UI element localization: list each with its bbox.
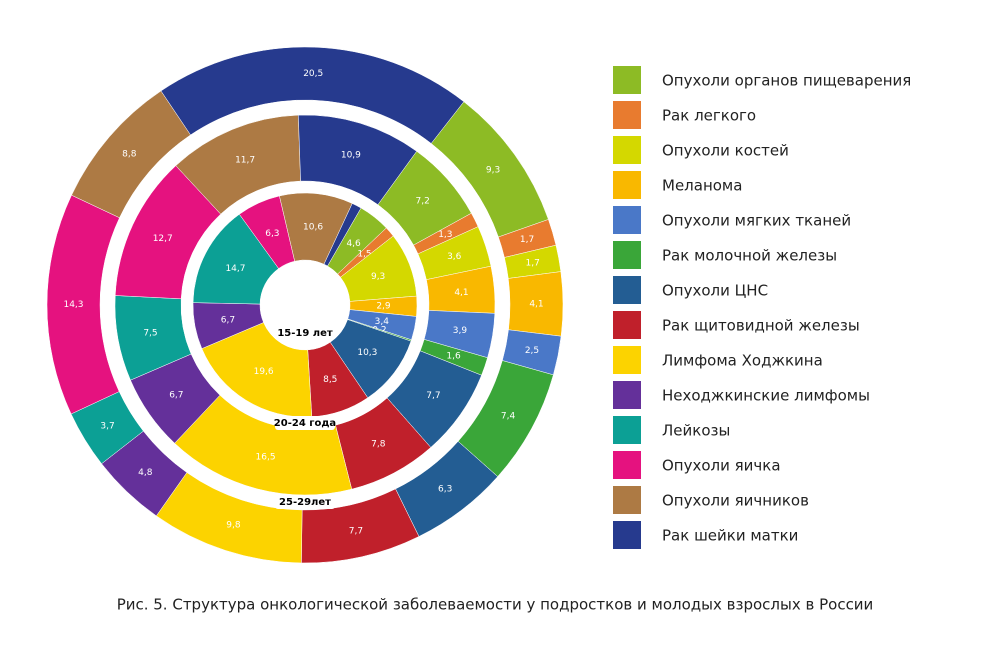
ring-label-bg: [275, 416, 335, 430]
legend-swatch: [613, 101, 641, 129]
value-label: 9,8: [226, 521, 241, 531]
value-label: 11,7: [235, 155, 255, 165]
value-label: 4,8: [138, 468, 153, 478]
value-label: 7,7: [426, 391, 440, 401]
value-label: 10,9: [341, 150, 361, 160]
ring-label-bg: [275, 326, 335, 340]
value-label: 19,6: [254, 367, 274, 377]
ring-label: 15-19 лет: [277, 328, 333, 339]
ring-label-bg: [275, 495, 335, 509]
legend-label: Лимфома Ходжкина: [662, 352, 823, 370]
value-label: 3,4: [375, 317, 390, 327]
value-label: 1,5: [357, 249, 371, 259]
value-label: 2,5: [525, 346, 539, 356]
ring-label: 20-24 года: [274, 418, 336, 429]
value-label: 1,7: [526, 259, 540, 269]
value-label: 6,7: [169, 391, 183, 401]
legend-swatch: [613, 241, 641, 269]
value-label: 8,8: [122, 150, 137, 160]
value-label: 7,4: [501, 412, 516, 422]
legend-swatch: [613, 451, 641, 479]
legend-label: Опухоли мягких тканей: [662, 212, 851, 230]
value-label: 4,6: [346, 239, 361, 249]
legend-swatch: [613, 346, 641, 374]
value-label: 8,5: [323, 375, 337, 385]
legend-swatch: [613, 311, 641, 339]
legend-label: Рак легкого: [662, 107, 756, 125]
legend-swatch: [613, 136, 641, 164]
caption: Рис. 5. Структура онкологической заболев…: [117, 596, 874, 614]
value-label: 6,3: [438, 485, 452, 495]
legend-label: Лейкозы: [662, 422, 730, 440]
value-label: 6,7: [221, 315, 235, 325]
value-label: 10,6: [303, 222, 323, 232]
value-label: 3,6: [447, 252, 462, 262]
value-label: 9,3: [486, 165, 500, 175]
legend-swatch: [613, 381, 641, 409]
value-label: 9,3: [371, 272, 385, 282]
legend-label: Неходжкинские лимфомы: [662, 387, 870, 405]
value-label: 7,8: [371, 439, 386, 449]
value-label: 10,3: [357, 348, 377, 358]
legend-label: Опухоли яичников: [662, 492, 809, 510]
legend-swatch: [613, 171, 641, 199]
legend-label: Рак шейки матки: [662, 527, 798, 545]
value-label: 1,7: [520, 235, 534, 245]
value-label: 14,7: [225, 264, 245, 274]
value-label: 4,1: [529, 300, 543, 310]
donut-slice: [298, 114, 418, 206]
value-label: 7,7: [349, 526, 363, 536]
donut-slice: [160, 46, 465, 144]
value-label: 4,1: [454, 288, 468, 298]
legend-label: Опухоли ЦНС: [662, 282, 768, 300]
value-label: 20,5: [303, 69, 323, 79]
legend-swatch: [613, 66, 641, 94]
legend-swatch: [613, 486, 641, 514]
value-label: 3,9: [453, 326, 468, 336]
legend-swatch: [613, 276, 641, 304]
legend-label: Опухоли яичка: [662, 457, 781, 475]
legend-swatch: [613, 206, 641, 234]
legend-label: Рак щитовидной железы: [662, 317, 860, 335]
value-label: 16,5: [256, 452, 276, 462]
legend-label: Рак молочной железы: [662, 247, 837, 265]
legend-label: Опухоли органов пищеварения: [662, 72, 911, 90]
donut-slice: [201, 322, 313, 418]
donut-slice: [323, 203, 362, 267]
legend-label: Меланома: [662, 177, 742, 195]
legend-swatch: [613, 521, 641, 549]
value-label: 1,6: [446, 351, 461, 361]
value-label: 6,3: [265, 229, 279, 239]
legend-swatch: [613, 416, 641, 444]
value-label: 7,2: [416, 197, 430, 207]
value-label: 12,7: [153, 234, 173, 244]
ring-label: 25-29лет: [279, 497, 331, 508]
value-label: 1,3: [438, 230, 452, 240]
value-label: 7,5: [143, 328, 157, 338]
legend-label: Опухоли костей: [662, 142, 789, 160]
value-label: 3,7: [100, 421, 114, 431]
value-label: 2,9: [376, 301, 391, 311]
value-label: 14,3: [63, 300, 83, 310]
